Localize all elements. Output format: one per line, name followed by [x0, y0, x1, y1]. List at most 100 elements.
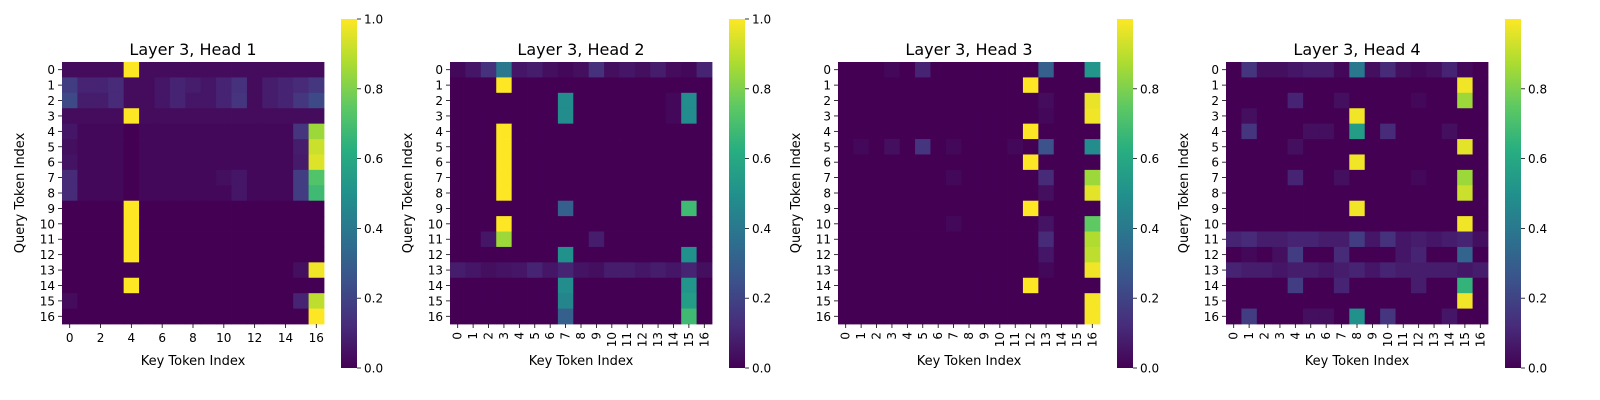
- heatmap-cell: [868, 231, 885, 248]
- heatmap-cell: [1472, 308, 1489, 325]
- heatmap-cell: [139, 123, 155, 140]
- y-tick-label: 7: [47, 171, 55, 185]
- heatmap-cell: [1333, 139, 1350, 155]
- heatmap-cell: [634, 185, 651, 202]
- heatmap-cell: [604, 62, 620, 78]
- heatmap-cell: [1349, 77, 1366, 94]
- heatmap-cell: [511, 139, 528, 155]
- heatmap-cell: [1287, 293, 1304, 309]
- heatmap-cell: [246, 308, 263, 325]
- heatmap-cell: [293, 123, 309, 140]
- heatmap-cell: [588, 77, 605, 94]
- heatmap-cell: [884, 216, 901, 232]
- heatmap-cell: [527, 123, 543, 140]
- heatmap-cell: [619, 92, 636, 109]
- heatmap-cell: [1038, 231, 1055, 248]
- heatmap-cell: [1241, 216, 1258, 232]
- heatmap-cell: [169, 62, 186, 78]
- heatmap-cell: [480, 154, 497, 171]
- colorbar-tick-label: 0.8: [752, 82, 771, 96]
- heatmap-cell: [480, 308, 497, 325]
- colorbar-tick-label: 1.0: [364, 13, 383, 27]
- heatmap-cell: [1364, 92, 1381, 109]
- y-tick-label: 11: [816, 233, 831, 247]
- heatmap-cell: [1472, 139, 1489, 155]
- heatmap-cell: [139, 246, 155, 263]
- heatmap-cell: [853, 108, 870, 125]
- heatmap-cell: [961, 77, 978, 94]
- heatmap-cell: [1303, 123, 1319, 140]
- heatmap-cell: [1226, 231, 1242, 248]
- heatmap-cell: [450, 231, 466, 248]
- heatmap-cell: [77, 200, 94, 217]
- heatmap-cell: [619, 108, 636, 125]
- y-tick-label: 10: [816, 217, 831, 231]
- heatmap-cell: [1226, 123, 1242, 140]
- y-tick-label: 13: [816, 264, 831, 278]
- colorbar-tick-label: 0.2: [752, 292, 771, 306]
- heatmap-cell: [480, 185, 497, 202]
- heatmap-cell: [961, 200, 978, 217]
- heatmap-cell: [945, 216, 962, 232]
- heatmap-cell: [696, 139, 713, 155]
- heatmap-cell: [884, 62, 901, 78]
- heatmap-cell: [573, 62, 590, 78]
- heatmap-cell: [465, 231, 482, 248]
- heatmap-cell: [139, 293, 155, 309]
- y-tick-label: 5: [47, 140, 55, 154]
- heatmap-cell: [1457, 92, 1473, 109]
- heatmap-cell: [1007, 308, 1024, 325]
- heatmap-cell: [62, 231, 78, 248]
- heatmap-cell: [511, 308, 528, 325]
- heatmap-cell: [604, 216, 620, 232]
- heatmap-cell: [308, 92, 325, 109]
- heatmap-cell: [1084, 231, 1101, 248]
- heatmap-cell: [480, 246, 497, 263]
- heatmap-cell: [665, 185, 682, 202]
- heatmap-cell: [450, 308, 466, 325]
- heatmap-cell: [139, 169, 155, 186]
- heatmap-cell: [853, 139, 870, 155]
- heatmap-cell: [838, 216, 854, 232]
- x-tick-label: 12: [247, 331, 262, 345]
- heatmap-cell: [1069, 62, 1085, 78]
- heatmap-cell: [619, 123, 636, 140]
- heatmap-cell: [868, 92, 885, 109]
- heatmap-cell: [527, 293, 543, 309]
- heatmap-cell: [308, 216, 325, 232]
- heatmap-cell: [604, 169, 620, 186]
- heatmap-cell: [1410, 108, 1427, 125]
- heatmap-cell: [1069, 169, 1085, 186]
- heatmap-cell: [277, 108, 294, 125]
- heatmap-cell: [1457, 123, 1473, 140]
- heatmap-cell: [696, 277, 713, 294]
- heatmap-cell: [884, 231, 901, 248]
- heatmap-cell: [681, 293, 697, 309]
- heatmap-cell: [77, 139, 94, 155]
- heatmap-cell: [216, 92, 232, 109]
- heatmap-cell: [1457, 293, 1473, 309]
- heatmap-cell: [884, 262, 901, 279]
- heatmap-cell: [200, 293, 217, 309]
- heatmap-cell: [1457, 262, 1473, 279]
- heatmap-cell: [1241, 169, 1258, 186]
- heatmap-cell: [1287, 77, 1304, 94]
- heatmap-cell: [1364, 262, 1381, 279]
- heatmap-cell: [1410, 293, 1427, 309]
- heatmap-cell: [216, 216, 232, 232]
- heatmap-cell: [1472, 246, 1489, 263]
- heatmap-cell: [838, 92, 854, 109]
- heatmap-cell: [1287, 108, 1304, 125]
- heatmap-cell: [976, 154, 993, 171]
- heatmap-cell: [185, 154, 202, 171]
- x-tick-label: 0: [1227, 332, 1241, 340]
- heatmap-cell: [899, 246, 916, 263]
- heatmap-cells: [838, 62, 1101, 325]
- heatmap-cell: [665, 308, 682, 325]
- heatmap-cell: [557, 154, 574, 171]
- heatmap-cell: [604, 277, 620, 294]
- heatmap-cell: [293, 246, 309, 263]
- y-tick-label: 8: [47, 187, 55, 201]
- colorbar-tick-label: 0.6: [1140, 152, 1159, 166]
- heatmap-cell: [696, 231, 713, 248]
